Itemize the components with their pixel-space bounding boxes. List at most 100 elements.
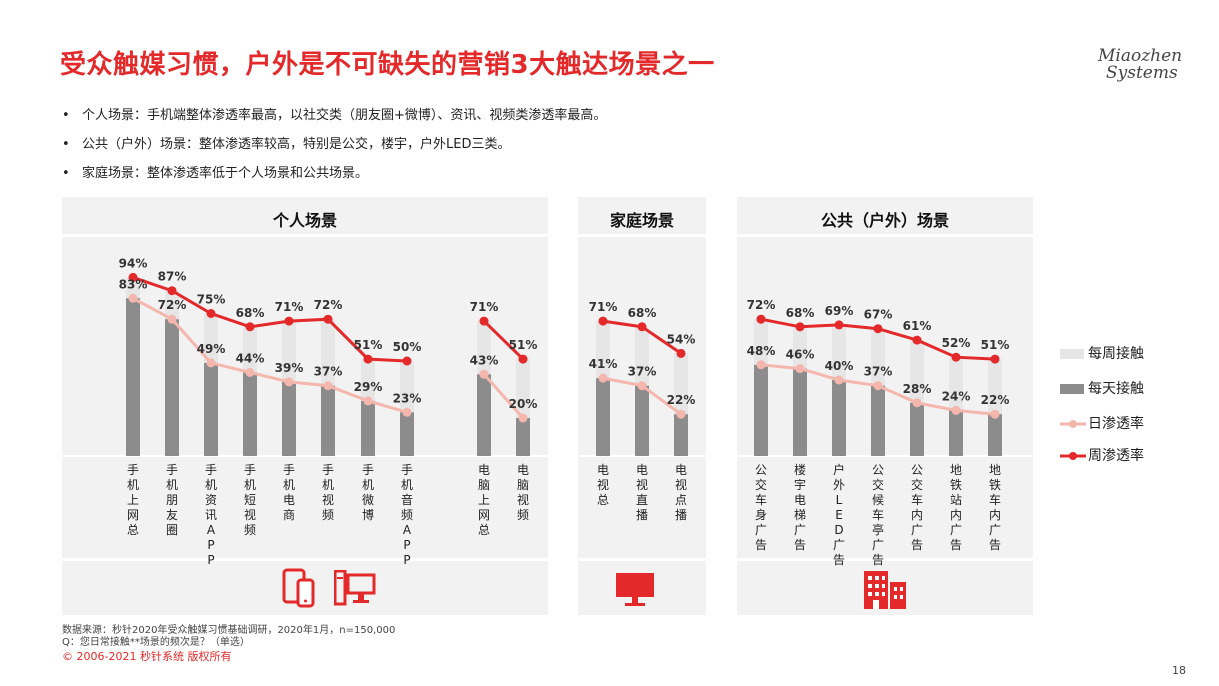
panel-divider	[578, 558, 706, 561]
miaozhen-logo: Miaozhen Systems	[1098, 48, 1182, 82]
daily-rate-point	[676, 409, 686, 419]
bar-daily	[516, 418, 530, 456]
weekly-rate-point	[951, 352, 961, 362]
weekly-value-label: 51%	[981, 338, 1010, 352]
bar-daily	[596, 378, 610, 456]
daily-rate-point	[598, 373, 608, 383]
legend-label: 每周接触	[1088, 346, 1144, 362]
panel-divider	[737, 558, 1033, 561]
legend-label: 每天接触	[1088, 381, 1144, 397]
legend-label: 日渗透率	[1088, 416, 1144, 432]
daily-rate-point	[795, 364, 805, 374]
weekly-rate-point	[912, 335, 922, 345]
daily-rate-point	[284, 377, 294, 387]
weekly-rate-point	[167, 286, 177, 296]
weekly-value-label: 72%	[747, 298, 776, 312]
bullet-dot: •	[62, 166, 70, 181]
panel-title-public: 公共（户外）场景	[820, 211, 949, 230]
category-label: 手机音频 A P P	[401, 463, 413, 567]
category-label: 楼宇电梯广告	[794, 462, 806, 552]
daily-rate-point	[323, 381, 333, 391]
legend-swatch-daily-rate	[1060, 420, 1086, 428]
bar-daily	[126, 298, 140, 456]
daily-value-label: 29%	[354, 380, 383, 394]
weekly-rate-point	[676, 348, 686, 358]
weekly-rate-point	[479, 316, 489, 326]
bullet-list: • 个人场景：手机端整体渗透率最高，以社交类（朋友圈+微博）、资讯、视频类渗透率最…	[62, 104, 606, 191]
weekly-rate-point	[206, 309, 216, 318]
bullet-item: • 个人场景：手机端整体渗透率最高，以社交类（朋友圈+微博）、资讯、视频类渗透率最…	[62, 104, 606, 123]
category-label: 公交车内广告	[911, 463, 923, 552]
daily-value-label: 39%	[275, 361, 304, 375]
bullet-text: 家庭场景：整体渗透率低于个人场景和公共场景。	[82, 166, 369, 181]
category-label: 手机上网总	[127, 463, 139, 537]
daily-rate-point	[402, 407, 412, 417]
weekly-value-label: 71%	[589, 300, 618, 314]
daily-rate-point	[479, 369, 489, 379]
daily-rate-point	[518, 413, 528, 423]
daily-value-label: 23%	[393, 391, 422, 405]
weekly-value-label: 51%	[509, 338, 538, 352]
weekly-value-label: 54%	[667, 332, 696, 346]
weekly-rate-point	[598, 316, 608, 326]
weekly-value-label: 68%	[786, 306, 815, 320]
category-label: 手机短视频	[244, 463, 256, 537]
category-label: 电视直播	[636, 463, 648, 522]
bullet-item: • 公共（户外）场景：整体渗透率较高，特别是公交，楼宇，户外LED三类。	[62, 133, 606, 152]
weekly-value-label: 68%	[628, 306, 657, 320]
weekly-value-label: 52%	[942, 336, 971, 350]
category-label: 地铁站内广告	[950, 463, 962, 552]
weekly-rate-line	[132, 275, 408, 363]
category-label: 公交车身广告	[755, 463, 767, 552]
daily-rate-point	[363, 396, 373, 406]
weekly-rate-point	[756, 314, 766, 324]
bar-daily	[361, 400, 375, 456]
weekly-value-label: 71%	[470, 300, 499, 314]
daily-value-label: 24%	[942, 389, 971, 403]
daily-rate-point	[834, 375, 844, 385]
category-label: 手机视频	[322, 463, 334, 522]
panel-divider	[62, 234, 548, 237]
weekly-rate-point	[834, 320, 844, 330]
daily-value-label: 28%	[903, 382, 932, 396]
weekly-value-label: 71%	[275, 300, 304, 314]
page-title: 受众触媒习惯，户外是不可缺失的营销3大触达场景之一	[60, 50, 715, 80]
phone-tablet-icon	[282, 568, 315, 608]
source-note: 数据来源：秒针2020年受众触媒习惯基础调研，2020年1月，n=150,000	[62, 625, 396, 636]
category-label: 电视总	[597, 463, 609, 507]
weekly-value-label: 51%	[354, 338, 383, 352]
category-label: 手机朋友圈	[166, 463, 178, 537]
weekly-value-label: 67%	[864, 308, 893, 322]
daily-rate-point	[951, 405, 961, 415]
bar-daily	[477, 374, 491, 456]
daily-value-label: 37%	[628, 365, 657, 379]
bar-daily	[635, 385, 649, 456]
category-label: 电脑视频	[517, 463, 529, 522]
daily-value-label: 43%	[470, 353, 499, 367]
daily-rate-point	[873, 381, 883, 391]
weekly-rate-point	[873, 324, 883, 334]
daily-value-label: 49%	[197, 342, 226, 356]
bar-daily	[674, 414, 688, 456]
weekly-value-label: 69%	[825, 304, 854, 318]
category-label: 电脑上网总	[478, 463, 490, 537]
category-label: 地铁车内广告	[989, 463, 1001, 552]
weekly-rate-point	[518, 354, 528, 364]
daily-rate-point	[206, 358, 216, 368]
daily-rate-point	[167, 314, 177, 324]
category-label: 户外 L E D 广告	[833, 462, 845, 567]
daily-rate-point	[128, 293, 138, 303]
daily-value-label: 37%	[864, 365, 893, 379]
category-label: 手机电商	[283, 463, 295, 522]
weekly-rate-point	[637, 322, 647, 332]
daily-value-label: 44%	[236, 351, 265, 365]
bar-daily	[754, 364, 768, 456]
bar-daily	[871, 385, 885, 456]
bar-daily	[910, 402, 924, 456]
category-label: 公交候车亭广告	[872, 463, 884, 567]
panel-title-personal: 个人场景	[272, 211, 337, 230]
panel-divider	[578, 234, 706, 237]
category-label: 电视点播	[675, 463, 687, 522]
daily-value-label: 22%	[667, 393, 696, 407]
